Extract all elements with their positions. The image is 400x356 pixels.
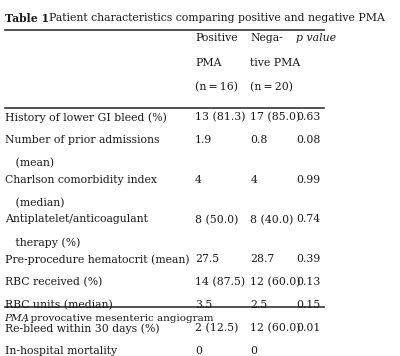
Text: 0.01: 0.01	[296, 323, 320, 333]
Text: 0: 0	[250, 346, 258, 356]
Text: 8 (50.0): 8 (50.0)	[195, 215, 238, 225]
Text: 2 (12.5): 2 (12.5)	[195, 323, 238, 333]
Text: 17 (85.0): 17 (85.0)	[250, 112, 301, 122]
Text: 0.13: 0.13	[296, 277, 320, 287]
Text: Nega-: Nega-	[250, 33, 283, 43]
Text: 0.15: 0.15	[296, 300, 320, 310]
Text: RBC received (%): RBC received (%)	[5, 277, 102, 288]
Text: 0.8: 0.8	[250, 135, 268, 145]
Text: 0.63: 0.63	[296, 112, 320, 122]
Text: 0.39: 0.39	[296, 254, 320, 264]
Text: 0: 0	[195, 346, 202, 356]
Text: 4: 4	[195, 175, 202, 185]
Text: 12 (60.0): 12 (60.0)	[250, 277, 301, 288]
Text: 0.08: 0.08	[296, 135, 320, 145]
Text: 13 (81.3): 13 (81.3)	[195, 112, 246, 122]
Text: 3.5: 3.5	[195, 300, 212, 310]
Text: therapy (%): therapy (%)	[5, 237, 80, 248]
Text: 8 (40.0): 8 (40.0)	[250, 215, 294, 225]
Text: Number of prior admissions: Number of prior admissions	[5, 135, 159, 145]
Text: , provocative mesenteric angiogram: , provocative mesenteric angiogram	[24, 314, 213, 323]
Text: 0.99: 0.99	[296, 175, 320, 185]
Text: Charlson comorbidity index: Charlson comorbidity index	[5, 175, 157, 185]
Text: History of lower GI bleed (%): History of lower GI bleed (%)	[5, 112, 166, 122]
Text: 27.5: 27.5	[195, 254, 219, 264]
Text: Pre-procedure hematocrit (mean): Pre-procedure hematocrit (mean)	[5, 254, 189, 265]
Text: 1.9: 1.9	[195, 135, 212, 145]
Text: 4: 4	[250, 175, 257, 185]
Text: PMA: PMA	[195, 58, 222, 68]
Text: tive PMA: tive PMA	[250, 58, 301, 68]
Text: p value: p value	[296, 33, 336, 43]
Text: RBC units (median): RBC units (median)	[5, 300, 112, 310]
Text: 28.7: 28.7	[250, 254, 275, 264]
Text: (median): (median)	[5, 198, 64, 208]
Text: (mean): (mean)	[5, 158, 54, 168]
Text: Patient characteristics comparing positive and negative PMA: Patient characteristics comparing positi…	[42, 13, 385, 23]
Text: Table 1: Table 1	[5, 13, 49, 24]
Text: 14 (87.5): 14 (87.5)	[195, 277, 245, 288]
Text: 0.74: 0.74	[296, 215, 320, 225]
Text: (n = 20): (n = 20)	[250, 82, 294, 92]
Text: 12 (60.0): 12 (60.0)	[250, 323, 301, 333]
Text: PMA: PMA	[5, 314, 30, 323]
Text: 2.5: 2.5	[250, 300, 268, 310]
Text: Antiplatelet/anticoagulant: Antiplatelet/anticoagulant	[5, 215, 148, 225]
Text: (n = 16): (n = 16)	[195, 82, 238, 92]
Text: In-hospital mortality: In-hospital mortality	[5, 346, 117, 356]
Text: Re-bleed within 30 days (%): Re-bleed within 30 days (%)	[5, 323, 159, 334]
Text: Positive: Positive	[195, 33, 238, 43]
